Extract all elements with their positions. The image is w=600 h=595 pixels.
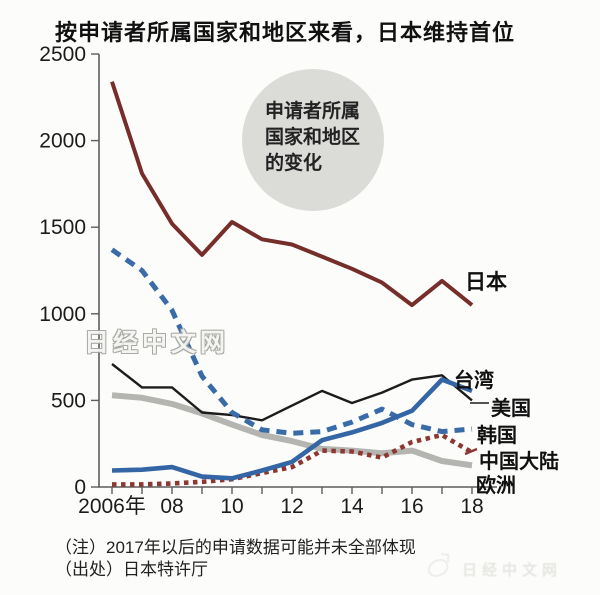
watermark-bottom-right: 日经中文网 <box>426 557 588 583</box>
annotation-bubble: 申请者所属 国家和地区 的变化 <box>242 69 384 211</box>
footnote-source: （出处）日本特许厅 <box>55 560 208 579</box>
series-line-taiwan <box>111 377 473 481</box>
axes <box>91 53 497 494</box>
x-tick-label: 2006年 <box>78 495 146 518</box>
legend-usa: 美国 <box>491 398 531 420</box>
y-tick-label: 1500 <box>39 216 86 239</box>
series-line-china <box>112 432 474 487</box>
bubble-line-2: 国家和地区 <box>265 127 361 148</box>
x-tick-label: 12 <box>280 495 303 518</box>
chart-title: 按申请者所属国家和地区来看，日本维持首位 <box>55 20 516 45</box>
x-tick-label: 16 <box>400 495 423 518</box>
series-lines <box>110 81 474 487</box>
legend-china: 中国大陆 <box>479 451 559 473</box>
legend-korea: 韩国 <box>477 425 517 447</box>
y-tick-label: 500 <box>51 389 86 412</box>
y-tick-label: 2500 <box>39 43 86 66</box>
bubble-line-3: 的变化 <box>265 153 323 174</box>
series-line-korea <box>110 247 473 436</box>
y-tick-label: 2000 <box>39 130 86 153</box>
legend-europe: 欧洲 <box>476 475 516 497</box>
watermark-logo-icon <box>426 557 450 579</box>
x-tick-label: 10 <box>220 495 243 518</box>
china-leader-line <box>464 447 478 456</box>
footnotes: （注）2017年以后的申请数据可能并未全部体现 （出处）日本特许厅 <box>55 537 416 581</box>
watermark-nikkei: 日经中文网 <box>84 329 230 357</box>
y-tick-label: 0 <box>74 476 86 499</box>
x-tick-label: 08 <box>160 495 183 518</box>
x-tick-label: 18 <box>460 495 483 518</box>
series-line-japan <box>110 81 474 308</box>
legend-japan: 日本 <box>465 271 507 294</box>
footnote-note: （注）2017年以后的申请数据可能并未全部体现 <box>55 538 416 557</box>
series-line-europe <box>111 392 473 469</box>
watermark-bottom-text: 日经中文网 <box>462 562 563 579</box>
bubble-line-1: 申请者所属 <box>265 101 361 122</box>
series-line-usa <box>111 363 473 422</box>
annotation-bubble-text: 申请者所属 国家和地区 的变化 <box>265 99 360 177</box>
y-tick-label: 1000 <box>39 303 86 326</box>
tick-labels: 0 500 1000 1500 2000 2500 2006年 08 10 12 14 16 18 <box>39 43 483 518</box>
x-tick-label: 14 <box>340 495 364 518</box>
legend-taiwan: 台湾 <box>454 370 494 392</box>
